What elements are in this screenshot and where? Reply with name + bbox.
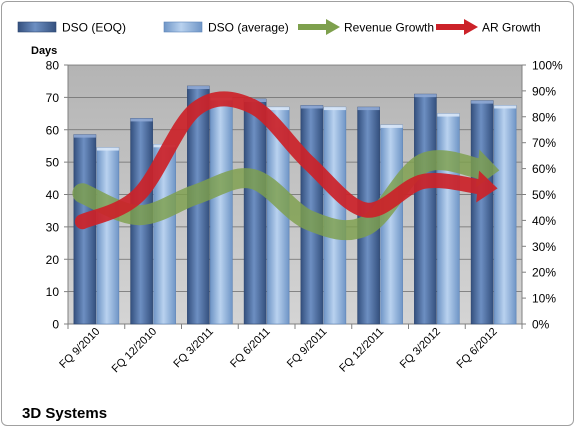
bar-dso-eoq — [470, 100, 494, 325]
y-right-tick-label: 50% — [532, 188, 556, 202]
y-left-tick-label: 30 — [46, 220, 60, 234]
y-left-tick-label: 60 — [46, 123, 60, 137]
legend-swatch — [163, 21, 203, 33]
y-right-tick-label: 80% — [532, 110, 556, 124]
x-tick-label: FQ 9/2010 — [57, 326, 102, 371]
legend-label: Revenue Growth — [344, 21, 434, 35]
x-tick-label: FQ 9/2011 — [285, 326, 330, 371]
legend-swatch — [17, 21, 57, 33]
x-tick-label: FQ 3/2012 — [398, 326, 443, 371]
bar-dso-average — [266, 106, 290, 325]
legend-item-dso-average: DSO (average) — [163, 21, 289, 35]
legend-arrowhead — [326, 19, 340, 35]
y-right-tick-label: 90% — [532, 84, 556, 98]
ar-growth-line — [74, 91, 498, 230]
y-left-tick-label: 20 — [46, 253, 60, 267]
x-tick-label: FQ 6/2011 — [228, 326, 273, 371]
y-left-tick-label: 10 — [46, 285, 60, 299]
y-right-tick-label: 30% — [532, 240, 556, 254]
bar-dso-average — [493, 105, 517, 325]
y-right-tick-label: 0% — [532, 318, 550, 332]
x-tick-label: FQ 3/2011 — [171, 326, 216, 371]
bar-dso-average — [380, 124, 403, 325]
growth-lines — [72, 91, 500, 241]
bar-dso-average — [323, 106, 347, 325]
x-tick-label: FQ 6/2012 — [455, 326, 500, 371]
x-tick-label: FQ 12/2010 — [110, 326, 160, 376]
legend: DSO (EOQ) DSO (average) Revenue Growth AR G… — [17, 19, 541, 35]
legend-label: DSO (average) — [208, 21, 289, 35]
x-tick-label: FQ 12/2011 — [337, 326, 386, 375]
y-right-tick-label: 10% — [532, 292, 556, 306]
y-right-tick-label: 20% — [532, 266, 556, 280]
legend-arrowhead — [464, 19, 478, 35]
bar-dso-average — [210, 97, 233, 325]
y-right-tick-label: 100% — [532, 59, 563, 73]
y-left-tick-label: 50 — [46, 156, 60, 170]
legend-item-revenue-growth: Revenue Growth — [298, 19, 434, 35]
y-left-tick-label: 40 — [46, 188, 60, 202]
bar-dso-eoq — [73, 134, 97, 325]
bar-dso-average — [437, 113, 460, 325]
bar-dso-average — [96, 147, 120, 325]
ar-growth-line-arrowhead — [476, 170, 498, 203]
legend-item-ar-growth: AR Growth — [436, 19, 541, 35]
y-left-tick-label: 80 — [46, 59, 60, 73]
y-axis-title: Days — [31, 45, 57, 57]
bar-dso-eoq — [414, 93, 437, 325]
bar-dso-eoq — [243, 98, 267, 325]
y-right-tick-label: 70% — [532, 136, 556, 150]
y-right-tick-label: 40% — [532, 214, 556, 228]
y-right-tick-label: 60% — [532, 162, 556, 176]
y-left-tick-label: 70 — [46, 91, 60, 105]
chart-title: 3D Systems — [22, 405, 107, 422]
legend-item-dso-eoq: DSO (EOQ) — [17, 21, 126, 35]
legend-label: DSO (EOQ) — [62, 21, 126, 35]
legend-label: AR Growth — [482, 21, 541, 35]
y-left-tick-label: 0 — [52, 318, 59, 332]
